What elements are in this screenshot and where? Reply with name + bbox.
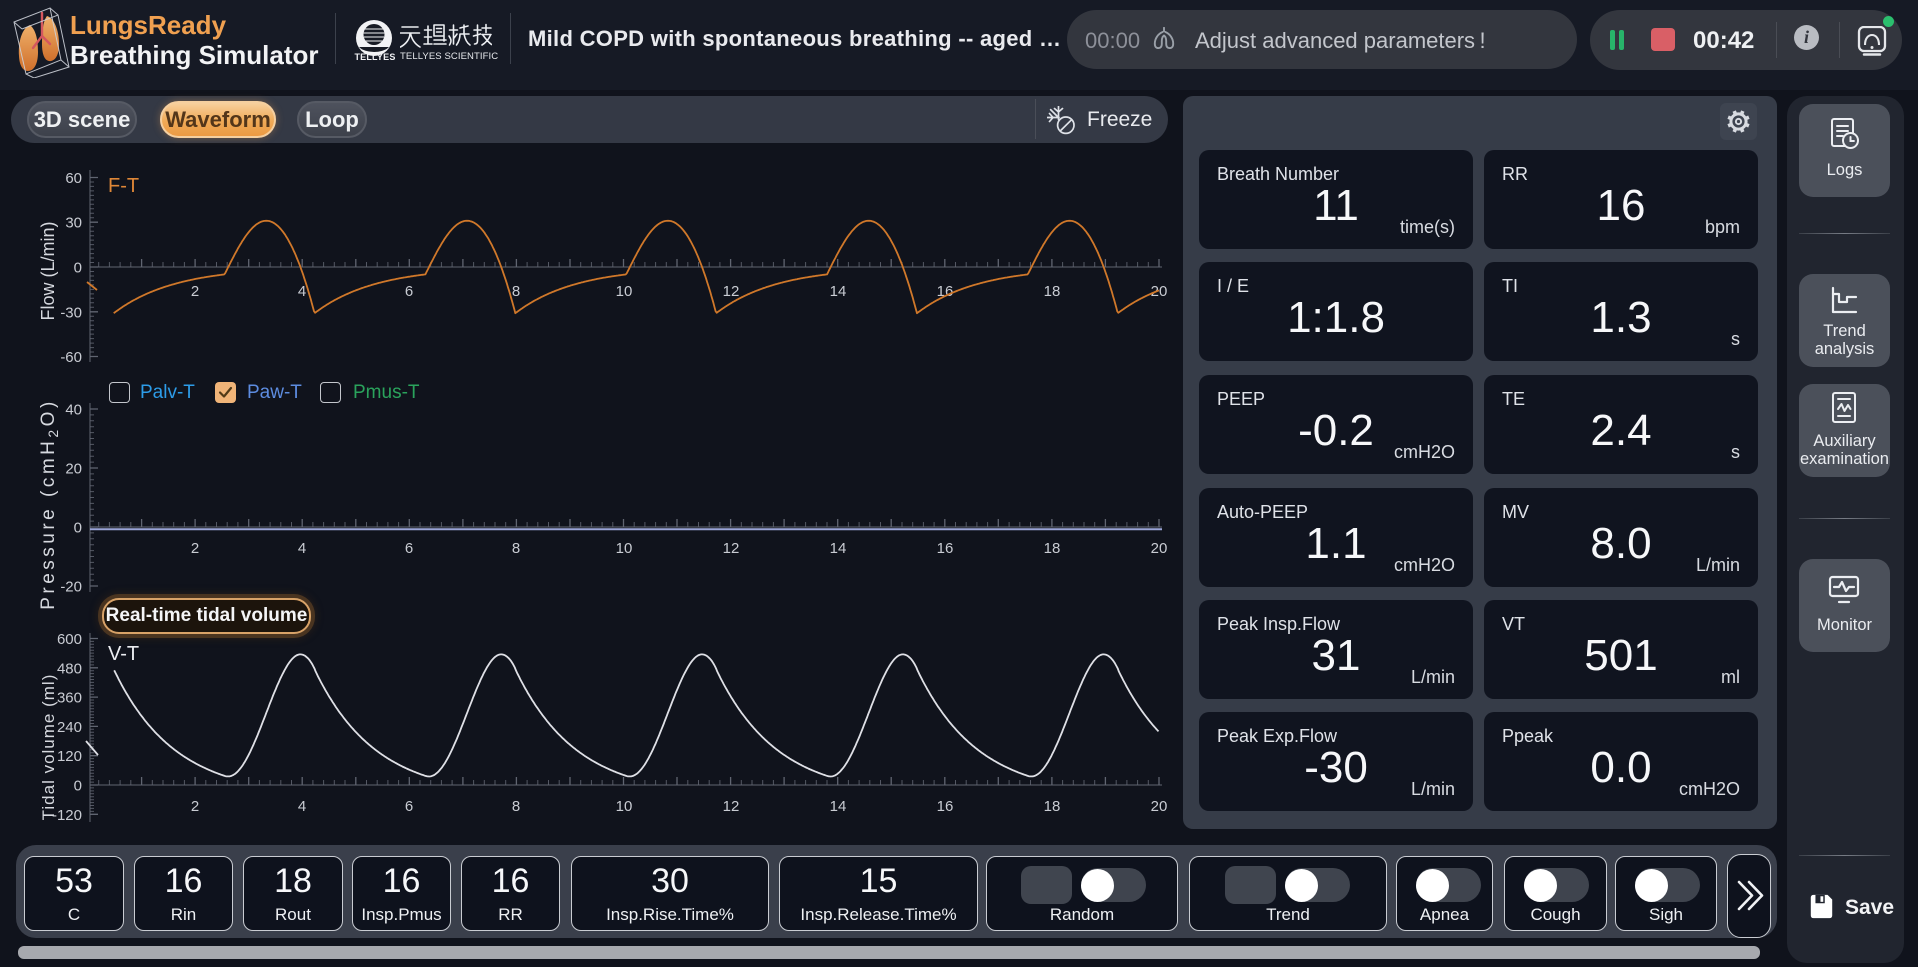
svg-text:Pressure (cmH2O): Pressure (cmH2O) — [38, 398, 61, 610]
svg-text:10: 10 — [616, 283, 633, 300]
svg-text:2: 2 — [191, 798, 199, 815]
svg-text:14: 14 — [830, 283, 847, 300]
svg-text:8: 8 — [512, 283, 520, 300]
svg-text:14: 14 — [830, 798, 847, 815]
svg-text:40: 40 — [65, 402, 82, 419]
svg-text:6: 6 — [405, 540, 413, 557]
svg-text:20: 20 — [65, 461, 82, 478]
svg-text:-30: -30 — [60, 304, 82, 321]
svg-text:10: 10 — [616, 540, 633, 557]
svg-text:-120: -120 — [52, 807, 82, 824]
svg-text:600: 600 — [57, 631, 82, 648]
svg-text:F-T: F-T — [108, 175, 139, 197]
svg-text:18: 18 — [1044, 283, 1061, 300]
svg-text:14: 14 — [830, 540, 847, 557]
svg-text:240: 240 — [57, 719, 82, 736]
svg-text:60: 60 — [65, 170, 82, 187]
svg-text:8: 8 — [512, 798, 520, 815]
svg-text:12: 12 — [723, 798, 740, 815]
svg-text:0: 0 — [74, 260, 82, 277]
svg-text:0: 0 — [74, 778, 82, 795]
svg-text:360: 360 — [57, 690, 82, 707]
svg-text:20: 20 — [1151, 540, 1168, 557]
svg-text:10: 10 — [616, 798, 633, 815]
svg-text:18: 18 — [1044, 540, 1061, 557]
svg-text:2: 2 — [191, 540, 199, 557]
svg-text:2: 2 — [191, 283, 199, 300]
svg-text:20: 20 — [1151, 283, 1168, 300]
svg-text:-60: -60 — [60, 349, 82, 366]
svg-text:6: 6 — [405, 283, 413, 300]
svg-text:30: 30 — [65, 215, 82, 232]
svg-text:16: 16 — [937, 540, 954, 557]
svg-text:20: 20 — [1151, 798, 1168, 815]
svg-text:6: 6 — [405, 798, 413, 815]
svg-text:-20: -20 — [60, 579, 82, 596]
svg-text:16: 16 — [937, 283, 954, 300]
svg-text:12: 12 — [723, 540, 740, 557]
svg-text:8: 8 — [512, 540, 520, 557]
svg-text:12: 12 — [723, 283, 740, 300]
svg-text:V-T: V-T — [108, 643, 139, 665]
svg-text:18: 18 — [1044, 798, 1061, 815]
svg-text:480: 480 — [57, 660, 82, 677]
svg-text:Tidal volume (ml): Tidal volume (ml) — [39, 674, 58, 821]
svg-text:16: 16 — [937, 798, 954, 815]
svg-text:4: 4 — [298, 798, 306, 815]
svg-text:120: 120 — [57, 748, 82, 765]
svg-text:0: 0 — [74, 520, 82, 537]
svg-text:4: 4 — [298, 283, 306, 300]
svg-text:Flow (L/min): Flow (L/min) — [38, 221, 58, 320]
svg-text:4: 4 — [298, 540, 306, 557]
